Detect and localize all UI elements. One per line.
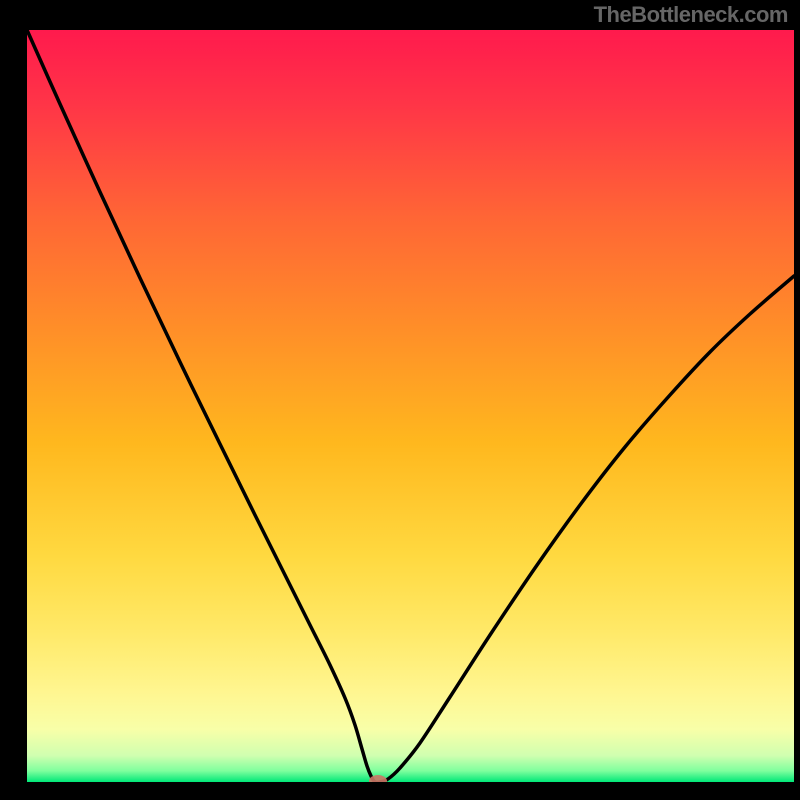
border-left bbox=[0, 0, 27, 800]
watermark-text: TheBottleneck.com bbox=[594, 2, 788, 28]
border-bottom bbox=[0, 782, 800, 800]
border-right bbox=[794, 0, 800, 800]
bottleneck-chart bbox=[0, 0, 800, 800]
gradient-background bbox=[27, 30, 794, 782]
chart-container: TheBottleneck.com bbox=[0, 0, 800, 800]
